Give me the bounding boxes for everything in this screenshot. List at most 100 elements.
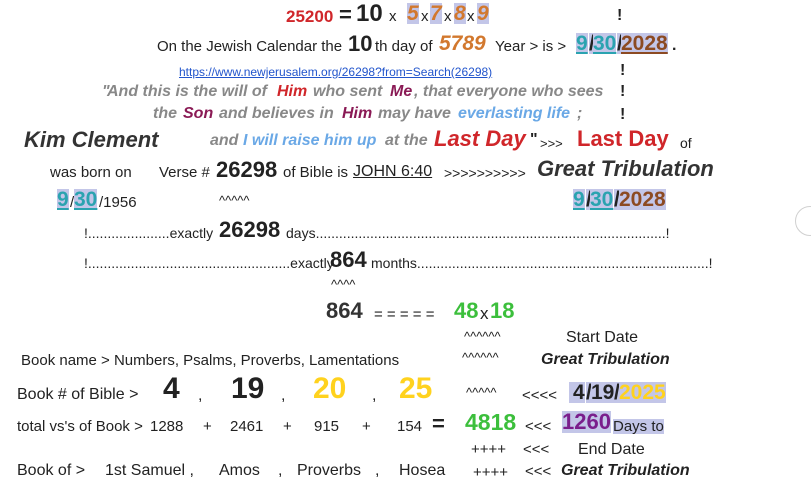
date-slash: /: [614, 381, 620, 404]
months-864: 864: [330, 247, 367, 272]
quote-him: Him: [342, 105, 373, 122]
comma: ,: [372, 387, 377, 404]
exclamation: !: [620, 106, 626, 123]
exclamation: !: [620, 83, 626, 100]
date-slash: /: [70, 194, 75, 211]
quote-text: at the: [385, 132, 428, 149]
date-year: 2028: [621, 32, 668, 55]
of-text: of: [680, 135, 692, 151]
last-day-quote: Last Day: [434, 126, 526, 151]
birth-year: /1956: [99, 194, 137, 211]
verse-label: Verse #: [159, 164, 210, 181]
great-tribulation-end: Great Tribulation: [561, 462, 690, 479]
times-sign: x: [389, 8, 397, 25]
book-number-19: 19: [231, 372, 265, 405]
great-tribulation-heading: Great Tribulation: [537, 156, 714, 181]
quote-text: and believes in: [219, 105, 334, 122]
target-year: 2028: [619, 188, 666, 211]
period: .: [672, 37, 677, 54]
carets: ^^^^^: [466, 385, 497, 400]
book-names-row: Book name > Numbers, Psalms, Proverbs, L…: [21, 352, 400, 369]
great-tribulation-start: Great Tribulation: [541, 351, 670, 368]
times-sign: x: [467, 8, 475, 25]
comma: ,: [281, 387, 286, 404]
quote-son: Son: [183, 105, 214, 122]
date-slash: /: [586, 381, 592, 404]
exactly-days-prefix: !.....................exactly: [84, 225, 214, 241]
arrows: >>>: [540, 136, 563, 151]
digit-7: 7: [430, 2, 442, 25]
of-bible-text: of Bible is: [283, 164, 349, 181]
verses-1288: 1288: [150, 418, 184, 435]
quote-him: Him: [277, 83, 308, 100]
plus-signs: ++++: [473, 464, 509, 481]
days-1260: 1260: [562, 409, 611, 434]
times-sign: x: [480, 304, 489, 323]
equals-sign: =: [432, 411, 445, 436]
arrows: <<<: [525, 418, 552, 435]
number-10: 10: [356, 0, 383, 27]
exclamation: !: [617, 7, 623, 24]
day-of-text: th day of: [375, 38, 433, 55]
semicolon: ;: [577, 105, 583, 122]
start-date-label: Start Date: [566, 329, 639, 346]
jewish-calendar-text: On the Jewish Calendar the: [157, 38, 343, 55]
book-number-20: 20: [313, 372, 347, 405]
equals-signs: = = = = =: [374, 306, 435, 323]
plus-sign: +: [203, 418, 212, 435]
end-date-label: End Date: [578, 441, 645, 458]
comma: ,: [375, 462, 380, 479]
quote-mark: ": [102, 83, 110, 100]
carets: ^^^^^^: [462, 350, 499, 365]
day-number: 10: [348, 31, 373, 56]
quote-text: the: [153, 105, 177, 122]
arrows: <<<: [523, 441, 550, 458]
number-25200: 25200: [286, 7, 334, 26]
plus-signs: ++++: [471, 441, 507, 458]
comma: ,: [278, 462, 283, 479]
date-slash: /: [617, 32, 623, 55]
book-number-25: 25: [399, 372, 433, 405]
book-of-label: Book of >: [17, 462, 86, 479]
days-to-label: Days to: [613, 418, 664, 435]
date-slash: /: [589, 32, 595, 55]
date-day: 30: [593, 32, 617, 55]
side-scroll-button[interactable]: [795, 206, 811, 236]
number-18: 18: [490, 298, 515, 323]
plus-sign: +: [362, 418, 371, 435]
quote-text: who sent: [313, 83, 383, 100]
months-suffix: months..................................…: [371, 255, 713, 271]
sum-4818: 4818: [465, 409, 517, 435]
plus-sign: +: [283, 418, 292, 435]
born-on-text: was born on: [50, 164, 132, 181]
date-month: 9: [576, 32, 588, 55]
year-5789: 5789: [439, 32, 486, 55]
book-amos: Amos: [219, 462, 260, 479]
number-48: 48: [454, 298, 479, 323]
book-number-label: Book # of Bible >: [17, 386, 139, 403]
birth-month: 9: [57, 188, 69, 211]
quote-text: and: [210, 132, 239, 149]
quote-mark: ": [530, 131, 538, 148]
digit-9: 9: [477, 2, 489, 25]
newjerusalem-link[interactable]: https://www.newjerusalem.org/26298?from=…: [179, 65, 493, 79]
book-proverbs: Proverbs: [297, 462, 362, 479]
kim-clement: Kim Clement: [24, 127, 159, 152]
everlasting-life: everlasting life: [458, 105, 571, 122]
days-suffix: days....................................…: [286, 225, 670, 241]
john-640: JOHN 6:40: [353, 163, 433, 180]
quote-me: Me: [390, 83, 413, 100]
arrows: <<<: [525, 463, 552, 480]
carets: ^^^^^^: [464, 329, 501, 344]
book-1st-samuel: 1st Samuel ,: [105, 462, 194, 479]
book-number-4: 4: [163, 372, 180, 405]
digit-5: 5: [407, 2, 419, 25]
exclamation: !: [620, 62, 626, 79]
target-day: 30: [590, 188, 614, 211]
arrows: >>>>>>>>>>: [444, 165, 526, 181]
birth-day: 30: [74, 188, 98, 211]
verses-915: 915: [314, 418, 340, 435]
start-date-year: 2025: [619, 381, 666, 404]
start-date-month: 4: [569, 382, 585, 403]
quote-text: And this is the will of: [107, 83, 267, 100]
